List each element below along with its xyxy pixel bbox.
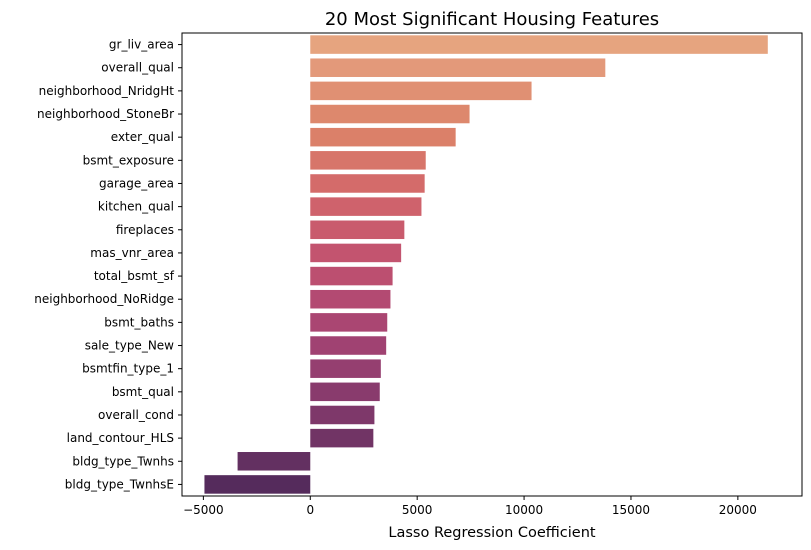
- bar-bldg_type_TwnhsE: [204, 475, 311, 494]
- x-ticks: −5000 0 5000 10000 15000 20000: [183, 496, 757, 517]
- bar-bsmt_baths: [310, 313, 388, 332]
- bar-overall_qual: [310, 58, 606, 77]
- y-tick-label: neighborhood_NridgHt: [39, 84, 175, 98]
- y-tick-label: garage_area: [99, 176, 174, 190]
- bar-exter_qual: [310, 127, 456, 147]
- y-tick-label: exter_qual: [111, 130, 174, 144]
- y-tick-label: overall_qual: [101, 61, 174, 75]
- bar-fireplaces: [310, 220, 405, 240]
- bar-neighborhood_StoneBr: [310, 104, 470, 124]
- bar-sale_type_New: [310, 336, 387, 355]
- y-tick-label: total_bsmt_sf: [94, 269, 175, 283]
- y-tick-label: sale_type_New: [85, 339, 174, 353]
- y-tick-label: kitchen_qual: [98, 200, 174, 214]
- plot-frame: [181, 32, 803, 497]
- x-tick-label: −5000: [183, 503, 224, 517]
- bar-bsmt_qual: [310, 382, 380, 402]
- y-tick-label: fireplaces: [116, 223, 174, 237]
- bar-bsmt_exposure: [310, 151, 426, 170]
- y-tick-labels: gr_liv_area overall_qual neighborhood_Nrid…: [34, 38, 182, 491]
- y-tick-label: neighborhood_StoneBr: [37, 107, 174, 121]
- x-tick-label: 15000: [612, 503, 650, 517]
- y-tick-label: bsmt_exposure: [83, 153, 174, 167]
- y-tick-label: neighborhood_NoRidge: [34, 292, 174, 306]
- y-tick-label: gr_liv_area: [109, 38, 174, 52]
- y-tick-label: overall_cond: [98, 408, 174, 422]
- x-axis-label: Lasso Regression Coefficient: [388, 525, 596, 541]
- bar-total_bsmt_sf: [310, 266, 393, 286]
- chart-title: 20 Most Significant Housing Features: [325, 9, 659, 30]
- bar-land_contour_HLS: [310, 428, 374, 448]
- x-tick-label: 0: [306, 503, 314, 517]
- y-tick-label: bldg_type_Twnhs: [72, 454, 174, 468]
- bar-overall_cond: [310, 405, 375, 425]
- y-tick-label: land_contour_HLS: [67, 431, 174, 445]
- bar-mas_vnr_area: [310, 243, 402, 263]
- x-tick-label: 5000: [402, 503, 433, 517]
- bar-neighborhood_NridgHt: [310, 81, 532, 101]
- y-tick-label: bsmt_baths: [104, 315, 174, 329]
- y-tick-label: bldg_type_TwnhsE: [65, 477, 174, 491]
- bar-garage_area: [310, 174, 425, 193]
- bar-bsmtfin_type_1: [310, 359, 381, 378]
- bar-kitchen_qual: [310, 197, 422, 216]
- y-tick-label: bsmt_qual: [112, 385, 174, 399]
- bars-group: [204, 35, 768, 494]
- x-tick-label: 10000: [505, 503, 543, 517]
- bar-bldg_type_Twnhs: [237, 452, 311, 471]
- y-tick-label: bsmtfin_type_1: [82, 362, 174, 376]
- bar-neighborhood_NoRidge: [310, 289, 391, 309]
- bar-gr_liv_area: [310, 35, 768, 54]
- y-tick-label: mas_vnr_area: [90, 246, 174, 260]
- x-tick-label: 20000: [719, 503, 757, 517]
